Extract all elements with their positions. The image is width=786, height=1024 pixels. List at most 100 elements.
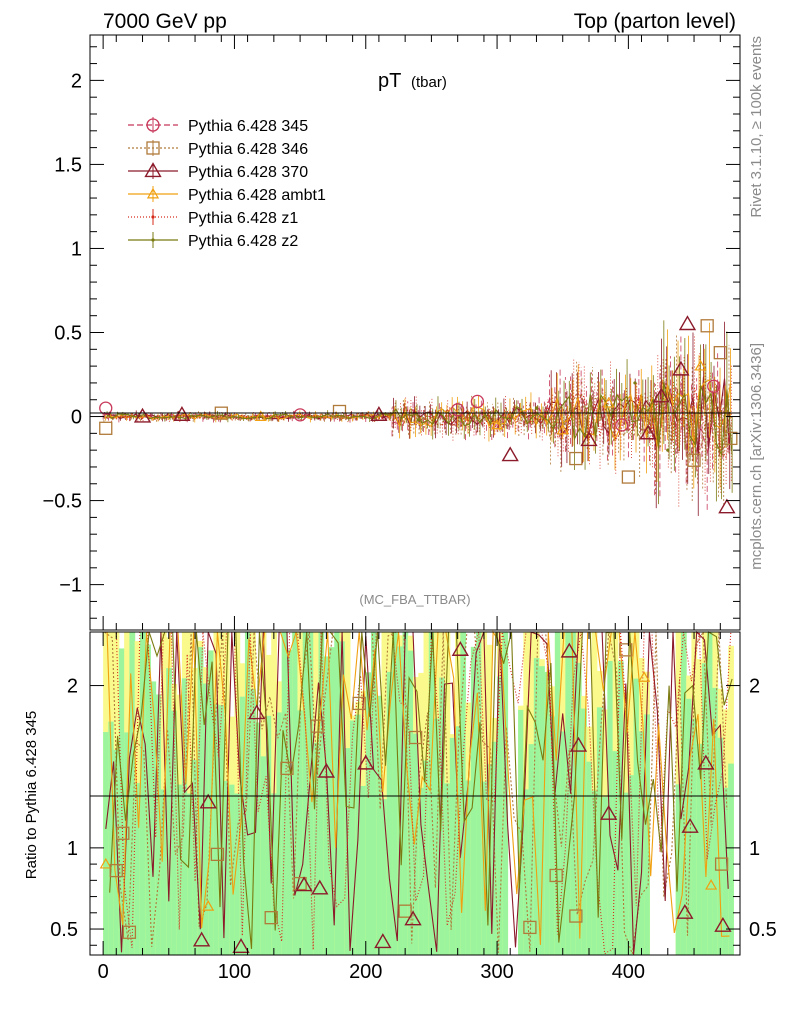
legend-entry: Pythia 6.428 370 bbox=[128, 162, 308, 181]
x-tick-label: 100 bbox=[218, 961, 251, 983]
ratio-point bbox=[549, 868, 563, 883]
data-point bbox=[687, 453, 701, 467]
uncertainty-band-inner bbox=[554, 632, 561, 955]
data-point bbox=[501, 446, 519, 462]
ratio-point bbox=[569, 909, 583, 923]
data-point bbox=[173, 406, 191, 421]
legend-marker bbox=[146, 118, 160, 132]
ratio-point bbox=[398, 904, 412, 918]
uncertainty-band-inner bbox=[271, 793, 277, 955]
legend-marker bbox=[146, 187, 160, 199]
ratio-point bbox=[192, 931, 211, 947]
main-series-layer bbox=[99, 315, 738, 516]
uncertainty-band-inner bbox=[139, 632, 146, 955]
legend-label: Pythia 6.428 ambt1 bbox=[188, 187, 326, 204]
uncertainty-band-inner bbox=[392, 632, 398, 955]
uncertainty-band-inner bbox=[728, 763, 734, 955]
data-point bbox=[652, 387, 670, 403]
uncertainty-band-outer bbox=[187, 632, 193, 955]
uncertainty-band-inner bbox=[623, 792, 629, 955]
legend-marker bbox=[146, 141, 160, 155]
ratio-point bbox=[714, 857, 729, 871]
uncertainty-band-inner bbox=[297, 710, 304, 955]
uncertainty-band-inner bbox=[533, 658, 540, 955]
ratio-series-2 bbox=[105, 630, 729, 955]
uncertainty-band-inner bbox=[328, 647, 335, 955]
ratio-tick-label: 0.5 bbox=[50, 919, 78, 941]
uncertainty-band-inner bbox=[376, 695, 383, 955]
data-point bbox=[707, 379, 721, 393]
data-point bbox=[556, 423, 569, 435]
data-point bbox=[293, 408, 307, 422]
data-point bbox=[133, 407, 152, 423]
uncertainty-band-inner bbox=[108, 721, 115, 955]
ratio-series-1 bbox=[104, 630, 728, 954]
ratio-series-5 bbox=[109, 631, 733, 949]
ratio-point bbox=[676, 903, 694, 919]
ratio-line bbox=[109, 631, 733, 949]
chart-title: pT bbox=[378, 70, 401, 92]
ratio-point bbox=[523, 920, 537, 935]
ratio-line bbox=[106, 630, 730, 945]
data-point bbox=[254, 410, 267, 421]
y-tick-label: 0 bbox=[71, 407, 82, 429]
data-point bbox=[718, 498, 736, 514]
main-ticks: −1 −0.5 0 0.5 1 1.5 2 bbox=[43, 46, 740, 619]
uncertainty-band-inner bbox=[334, 632, 340, 955]
uncertainty-band-inner bbox=[476, 632, 482, 955]
data-point bbox=[370, 406, 388, 421]
uncertainty-band-inner bbox=[160, 789, 167, 955]
data-point bbox=[470, 394, 485, 409]
series-line bbox=[106, 382, 733, 457]
uncertainty-band-inner bbox=[155, 694, 162, 955]
ratio-point bbox=[697, 754, 715, 770]
uncertainty-band-inner bbox=[223, 780, 230, 955]
data-point bbox=[666, 448, 670, 452]
ratio-point bbox=[681, 817, 699, 833]
data-point bbox=[621, 470, 636, 484]
data-point bbox=[534, 406, 539, 410]
data-point bbox=[672, 360, 690, 376]
y-tick-label: 0.5 bbox=[54, 323, 82, 345]
data-point bbox=[724, 431, 738, 446]
data-point bbox=[580, 431, 598, 447]
y-tick-label: 2 bbox=[71, 70, 82, 92]
uncertainty-band-inner bbox=[244, 632, 251, 955]
series-line bbox=[106, 388, 732, 459]
uncertainty-band-outer bbox=[381, 632, 388, 955]
data-point bbox=[491, 418, 504, 430]
uncertainty-band-inner bbox=[470, 646, 477, 955]
uncertainty-band-inner bbox=[596, 707, 603, 955]
x-tick-label: 300 bbox=[480, 961, 513, 983]
data-point bbox=[569, 451, 583, 466]
ratio-series-3 bbox=[106, 630, 730, 945]
uncertainty-band-inner bbox=[176, 784, 183, 955]
uncertainty-band-inner bbox=[250, 688, 256, 955]
uncertainty-band-inner bbox=[192, 759, 199, 955]
ratio-frame bbox=[89, 631, 741, 956]
x-tick-label: 200 bbox=[349, 961, 382, 983]
ratio-point bbox=[600, 804, 618, 820]
data-point bbox=[615, 418, 629, 432]
data-point bbox=[700, 319, 714, 333]
ratio-point bbox=[293, 876, 307, 891]
ratio-line bbox=[104, 630, 728, 954]
uncertainty-band-inner bbox=[371, 632, 377, 955]
rivet-version-label: Rivet 3.1.10, ≥ 100k events bbox=[748, 36, 765, 218]
uncertainty-band-inner bbox=[150, 681, 157, 955]
uncertainty-band-inner bbox=[539, 666, 545, 955]
ratio-tick-label-right: 1 bbox=[749, 838, 760, 860]
uncertainty-band-inner bbox=[113, 749, 120, 955]
ratio-panel: 0.5 0.5 1 1 2 2 Ratio to Pythia 6.428 345 bbox=[23, 630, 777, 956]
legend-marker bbox=[151, 238, 155, 242]
legend-marker bbox=[144, 162, 162, 178]
uncertainty-band-inner bbox=[339, 641, 346, 955]
uncertainty-band-inner bbox=[323, 656, 330, 955]
ratio-point bbox=[560, 642, 578, 658]
ratio-point bbox=[638, 671, 651, 682]
uncertainty-band-inner bbox=[528, 744, 535, 955]
uncertainty-band-inner bbox=[386, 671, 393, 955]
uncertainty-band-inner bbox=[586, 761, 593, 955]
y-tick-label: −0.5 bbox=[43, 491, 82, 513]
